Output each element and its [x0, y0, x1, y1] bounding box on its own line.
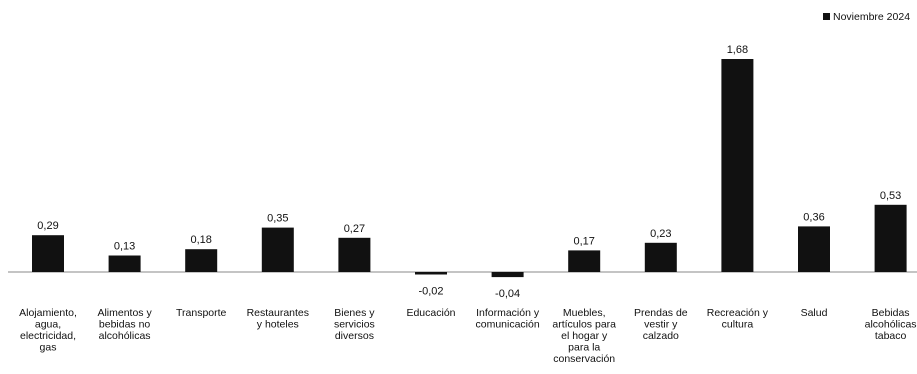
bar — [185, 249, 218, 272]
bar — [338, 237, 371, 272]
category-label: Información y comunicación — [475, 307, 539, 331]
data-label: -0,04 — [495, 288, 520, 300]
legend: Noviembre 2024 — [823, 11, 910, 23]
bar — [415, 272, 447, 275]
category-label: Bebidas alcohólicas tabaco — [865, 307, 917, 342]
bar — [644, 242, 677, 272]
bar — [261, 227, 294, 272]
legend-label: Noviembre 2024 — [833, 11, 910, 23]
data-label: 0,27 — [344, 223, 365, 235]
legend-swatch — [823, 13, 830, 20]
category-label: Bienes y servicios diversos — [334, 307, 375, 342]
category-label: Alimentos y bebidas no alcohólicas — [97, 307, 152, 342]
category-label: Educación — [406, 307, 455, 319]
data-label: 0,17 — [573, 235, 594, 247]
category-label: Muebles, artículos para el hogar y para la c… — [552, 307, 616, 365]
bar — [108, 255, 141, 272]
data-label: 1,68 — [727, 44, 748, 56]
bar — [32, 235, 64, 272]
bar — [721, 59, 754, 272]
category-label: Restaurantes y hoteles — [247, 307, 309, 331]
category-label: Transporte — [176, 307, 227, 319]
bar — [798, 226, 830, 272]
data-label: 0,29 — [37, 220, 58, 232]
category-label: Recreación y cultura — [707, 307, 769, 331]
data-label: -0,02 — [418, 286, 443, 298]
data-label: 0,36 — [803, 211, 824, 223]
data-label: 0,13 — [114, 241, 135, 253]
category-label: Salud — [801, 307, 828, 319]
data-label: 0,35 — [267, 213, 288, 225]
bar — [491, 272, 524, 278]
data-label: 0,53 — [880, 190, 901, 202]
category-label: Prendas de vestir y calzado — [634, 307, 688, 342]
data-label: 0,18 — [190, 234, 211, 246]
bar — [874, 204, 907, 272]
bar — [568, 250, 601, 272]
category-label: Alojamiento, agua, electricidad, gas — [19, 307, 77, 354]
data-label: 0,23 — [650, 228, 671, 240]
